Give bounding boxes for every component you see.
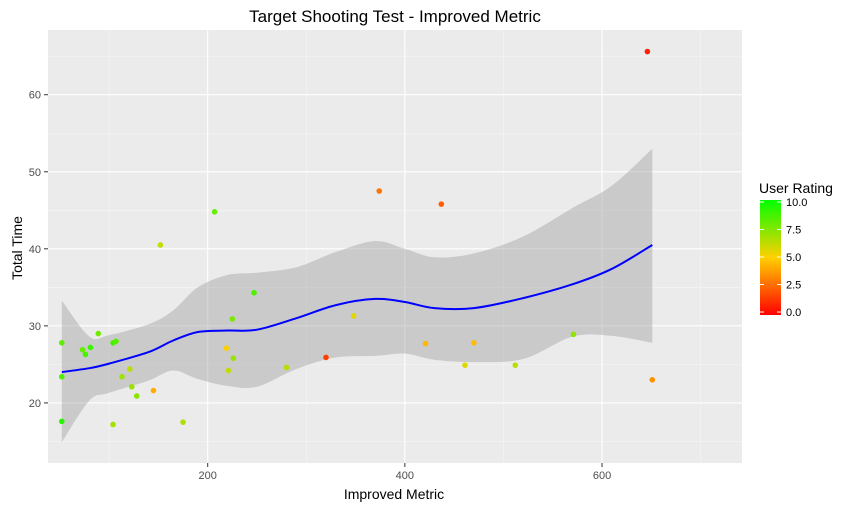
data-point [471, 340, 477, 346]
data-point [133, 393, 140, 399]
y-tick-label: 60 [29, 90, 41, 102]
data-point [512, 362, 519, 368]
data-point [350, 313, 357, 319]
legend-title: User Rating [759, 180, 833, 196]
y-tick-label: 50 [29, 167, 41, 179]
data-point [59, 373, 65, 380]
data-point [150, 387, 157, 394]
x-tick-label: 600 [593, 470, 611, 482]
y-axis-ticks: 20 30 40 50 60 [29, 90, 48, 410]
data-point [422, 340, 429, 347]
x-axis-title: Improved Metric [344, 486, 444, 502]
data-point [462, 362, 468, 368]
data-point [376, 188, 383, 194]
x-tick-label: 400 [396, 470, 414, 482]
legend-label: 7.5 [786, 225, 801, 237]
data-point [251, 289, 257, 296]
minor-gridlines [48, 30, 742, 463]
data-point [211, 209, 218, 215]
data-point [128, 383, 135, 390]
data-point [283, 364, 290, 371]
confidence-band [61, 148, 653, 443]
legend-label: 2.5 [786, 280, 801, 292]
data-point [59, 418, 65, 425]
data-point [223, 345, 230, 352]
y-tick-label: 40 [29, 244, 41, 256]
y-axis-title: Total Time [9, 216, 25, 280]
y-tick-label: 20 [29, 398, 41, 410]
data-point [82, 351, 89, 358]
data-point [570, 331, 577, 338]
chart-title: Target Shooting Test - Improved Metric [249, 7, 541, 26]
data-point [644, 48, 651, 55]
data-point [323, 354, 329, 361]
data-point [87, 344, 94, 351]
legend-ticks: 10.0 7.5 5.0 2.5 0.0 [760, 197, 807, 319]
data-point [113, 338, 119, 345]
data-points [59, 48, 656, 428]
data-point [59, 340, 65, 346]
y-tick-label: 30 [29, 321, 41, 333]
legend-label: 5.0 [786, 252, 801, 264]
data-point [649, 376, 656, 383]
data-point [127, 366, 133, 372]
x-tick-label: 200 [199, 470, 217, 482]
data-point [225, 367, 232, 374]
smooth-trend-line [61, 244, 653, 374]
major-gridlines [48, 30, 742, 463]
data-point [119, 373, 125, 380]
legend-label: 0.0 [786, 307, 801, 319]
data-point [79, 346, 86, 353]
data-point [438, 201, 445, 207]
data-point [229, 316, 236, 322]
x-axis-ticks: 200 400 600 [199, 463, 611, 482]
data-point [95, 330, 102, 337]
data-point [180, 419, 186, 425]
legend-colorbar [760, 200, 781, 315]
legend-label: 10.0 [786, 197, 807, 209]
data-point [230, 355, 237, 362]
data-point [110, 421, 116, 428]
color-legend: User Rating 10.0 7.5 5.0 2.5 0.0 [759, 180, 833, 319]
plot-panel [48, 30, 742, 463]
data-point [157, 242, 164, 248]
